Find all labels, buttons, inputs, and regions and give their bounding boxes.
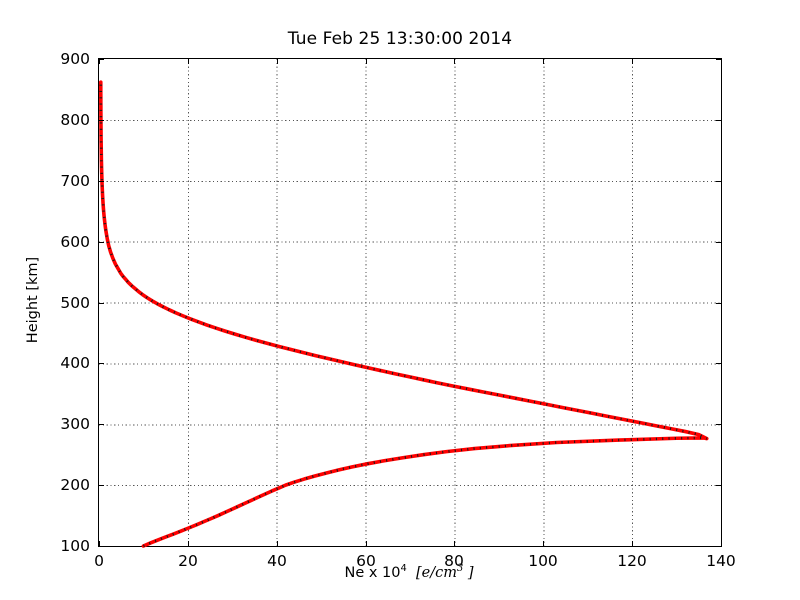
x-tick-mark [366, 541, 367, 546]
x-tick-label: 140 [706, 552, 736, 570]
y-tick-mark-right [716, 424, 721, 425]
y-tick-mark-right [716, 363, 721, 364]
x-tick-label: 80 [444, 552, 464, 570]
y-tick-mark-right [716, 120, 721, 121]
y-tick-mark [99, 181, 104, 182]
y-tick-mark [99, 546, 104, 547]
y-tick-mark [99, 242, 104, 243]
y-axis-label-text: Height [km] [25, 256, 42, 344]
y-tick-label: 800 [60, 111, 90, 129]
y-tick-mark [99, 303, 104, 304]
y-tick-label: 400 [60, 354, 90, 372]
x-tick-mark [99, 541, 100, 546]
x-tick-mark [277, 541, 278, 546]
x-tick-mark-top [632, 59, 633, 64]
x-axis-label-text: Ne x 104 [e/cm3 ] [344, 563, 474, 581]
y-tick-mark [99, 424, 104, 425]
x-tick-mark-top [99, 59, 100, 64]
x-tick-label: 120 [617, 552, 647, 570]
y-tick-mark [99, 120, 104, 121]
y-axis-label: Height [km] [23, 0, 43, 600]
x-tick-mark [188, 541, 189, 546]
y-tick-mark-right [716, 59, 721, 60]
series-markers-ne-profile [99, 82, 708, 548]
y-tick-label: 300 [60, 415, 90, 433]
grid-layer [99, 59, 721, 546]
x-tick-mark-top [366, 59, 367, 64]
y-tick-mark-right [716, 546, 721, 547]
x-tick-label: 0 [94, 552, 104, 570]
x-tick-mark-top [721, 59, 722, 64]
y-tick-label: 100 [60, 537, 90, 555]
x-tick-label: 60 [356, 552, 376, 570]
y-tick-label: 600 [60, 233, 90, 251]
y-tick-mark-right [716, 242, 721, 243]
y-tick-label: 700 [60, 172, 90, 190]
x-tick-mark [721, 541, 722, 546]
y-tick-label: 900 [60, 50, 90, 68]
x-tick-label: 100 [528, 552, 558, 570]
x-tick-label: 20 [178, 552, 198, 570]
x-tick-mark [632, 541, 633, 546]
y-tick-mark-right [716, 181, 721, 182]
y-tick-label: 200 [60, 476, 90, 494]
x-axis-label: Ne x 104 [e/cm3 ] [98, 563, 720, 581]
y-tick-mark-right [716, 303, 721, 304]
y-tick-mark [99, 59, 104, 60]
x-tick-mark [543, 541, 544, 546]
data-series-layer [98, 80, 709, 548]
plot-area: 100 200 300 400 500 600 700 800 900 0 20 40 60 80 100 1… [60, 50, 735, 570]
x-tick-mark-top [543, 59, 544, 64]
x-tick-mark-top [188, 59, 189, 64]
x-tick-label: 40 [267, 552, 287, 570]
x-tick-mark-top [277, 59, 278, 64]
y-tick-mark-right [716, 485, 721, 486]
x-tick-mark-top [454, 59, 455, 64]
chart-title: Tue Feb 25 13:30:00 2014 [287, 29, 513, 49]
y-tick-mark [99, 485, 104, 486]
y-tick-mark [99, 363, 104, 364]
y-tick-label: 500 [60, 294, 90, 312]
series-line-ne-profile [98, 80, 709, 548]
x-tick-mark [454, 541, 455, 546]
